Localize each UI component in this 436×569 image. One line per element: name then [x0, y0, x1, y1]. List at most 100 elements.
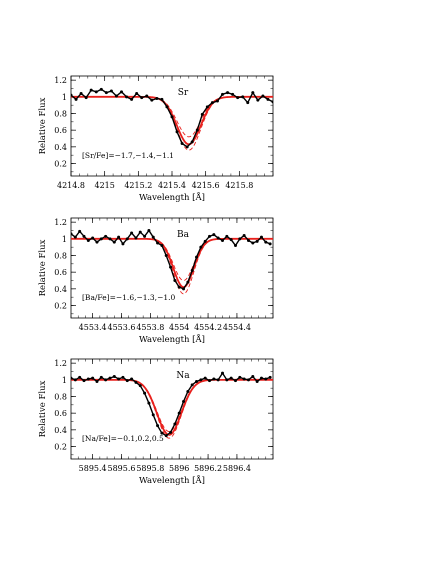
observed-point [266, 97, 270, 101]
x-tick-label: 4554.4 [223, 323, 251, 332]
x-tick-label: 4215.6 [192, 181, 220, 190]
observed-point [170, 115, 174, 119]
observed-point [246, 378, 250, 382]
observed-point [186, 280, 190, 284]
observed-point [108, 376, 112, 380]
observed-point [156, 424, 160, 428]
observed-point [169, 430, 173, 434]
observed-point [82, 379, 86, 383]
observed-point [99, 375, 103, 379]
observed-point [251, 91, 255, 95]
observed-point [164, 254, 168, 257]
y-tick-label: 0.4 [54, 426, 67, 435]
y-tick-label: 1.2 [54, 359, 67, 368]
observed-point [164, 434, 168, 438]
observed-point [208, 379, 212, 383]
y-tick-label: 1 [62, 93, 67, 102]
observed-point [195, 128, 199, 132]
observed-point [225, 234, 229, 238]
observed-point [91, 236, 95, 240]
observed-point [117, 377, 121, 381]
observed-point [199, 378, 203, 382]
y-tick-label: 0.2 [54, 160, 67, 169]
y-tick-label: 0.2 [54, 302, 67, 311]
y-tick-label: 0.4 [54, 143, 67, 152]
observed-point [190, 269, 194, 272]
observed-point [233, 379, 237, 383]
observed-point [229, 238, 233, 242]
observed-point [147, 401, 151, 405]
observed-point [145, 94, 149, 98]
observed-point [151, 235, 155, 239]
x-tick-label: 4554 [169, 323, 189, 332]
x-tick-label: 4215.8 [225, 181, 253, 190]
synthetic-spectrum-2 [71, 237, 273, 289]
observed-point [150, 98, 154, 102]
y-tick-label: 1 [62, 235, 67, 244]
observed-point [99, 237, 103, 241]
observed-point [91, 376, 95, 380]
observed-point [165, 105, 169, 109]
observed-point [177, 285, 181, 289]
observed-point [151, 413, 155, 417]
element-label: Na [176, 371, 190, 381]
observed-point [143, 234, 147, 238]
observed-point [203, 239, 207, 243]
x-tick-label: 5896.2 [194, 464, 222, 473]
observed-point [238, 375, 242, 379]
observed-point [256, 98, 260, 102]
observed-point [246, 239, 250, 242]
observed-point [114, 94, 118, 98]
observed-point [99, 87, 103, 91]
x-tick-label: 5895.4 [79, 464, 107, 473]
x-tick-label: 5896.4 [223, 464, 251, 473]
observed-point [104, 234, 108, 238]
observed-point [177, 411, 181, 415]
observed-point [195, 255, 199, 259]
plot-area [71, 371, 273, 439]
observed-point [155, 97, 159, 100]
observed-point [221, 92, 224, 96]
x-tick-label: 4553.4 [79, 323, 107, 332]
observed-point [268, 242, 272, 246]
observed-point [268, 375, 272, 379]
observed-point [156, 241, 160, 245]
observed-point [169, 265, 173, 269]
observed-point [121, 375, 125, 379]
panel-sr: 4214.8 4215 4215.2 4215.4 4215.6 4215.8 0.2 0.4… [38, 75, 274, 203]
observed-point [212, 377, 216, 381]
observed-point [73, 235, 77, 239]
y-tick-label: 1.2 [54, 76, 67, 85]
observed-point [225, 378, 229, 382]
x-tick-label: 4553.8 [136, 323, 164, 332]
observed-point [74, 97, 78, 101]
observed-point [236, 96, 240, 100]
observed-point [140, 96, 144, 100]
observed-point [216, 236, 220, 240]
y-tick-label: 0.4 [54, 285, 67, 294]
observed-point [121, 242, 125, 246]
y-axis-label: Relative Flux [38, 239, 48, 296]
plot-frame [70, 358, 274, 460]
observed-point [104, 378, 108, 382]
observed-point [112, 375, 116, 378]
observed-point [255, 239, 259, 243]
observed-point [195, 380, 199, 383]
synthetic-spectrum-2 [71, 378, 273, 436]
x-tick-label: 4554.2 [194, 323, 222, 332]
observed-point [130, 97, 134, 101]
observed-point [208, 234, 212, 238]
observed-point [251, 241, 255, 245]
observed-point [95, 240, 99, 244]
observed-point [186, 390, 190, 393]
observed-point [89, 88, 93, 92]
observed-point [175, 130, 179, 134]
observed-point [78, 229, 82, 233]
observed-point [125, 379, 129, 383]
observed-point [147, 229, 151, 232]
observed-point [130, 231, 134, 235]
observed-point [255, 380, 259, 383]
observed-point [229, 376, 233, 380]
